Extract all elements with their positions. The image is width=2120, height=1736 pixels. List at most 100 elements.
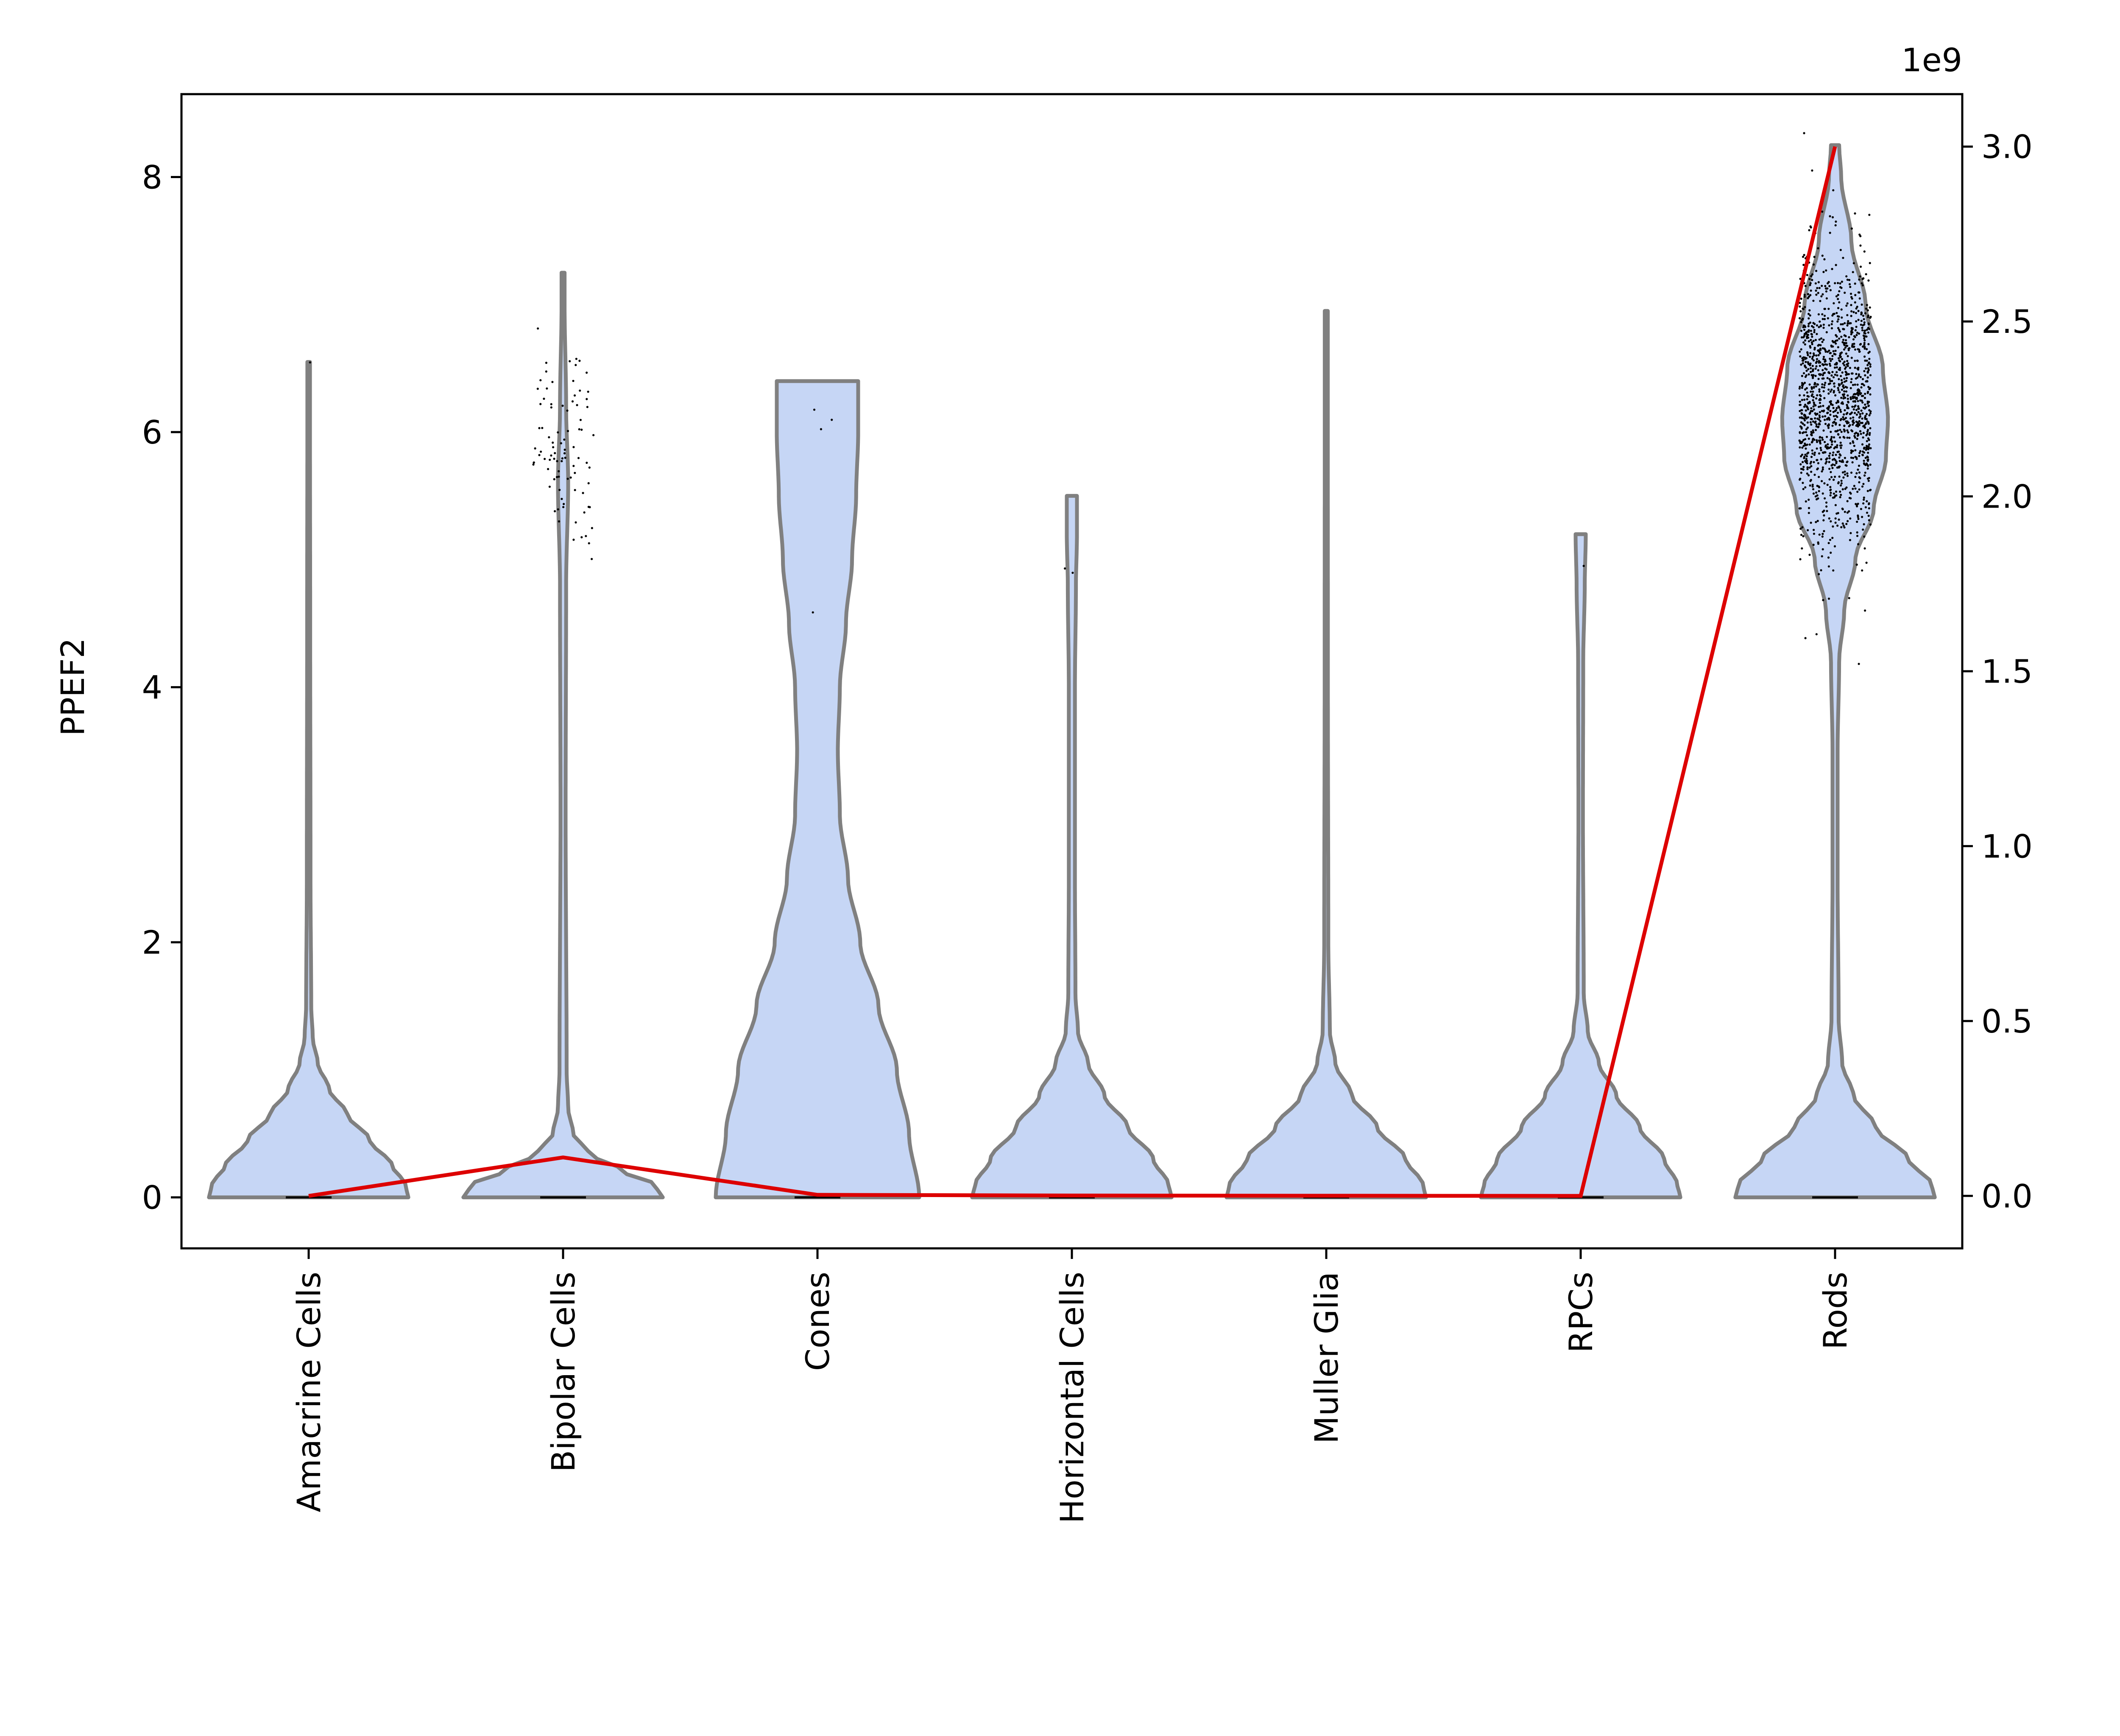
points-bipolar-cells [532, 327, 595, 560]
data-point [1843, 348, 1846, 351]
data-point [1817, 313, 1820, 315]
data-point [1837, 346, 1839, 349]
data-point [1803, 254, 1805, 256]
data-point [1818, 490, 1820, 492]
data-point [1838, 466, 1840, 468]
data-point [1806, 444, 1808, 446]
data-point [1847, 347, 1850, 350]
data-point [561, 498, 563, 500]
data-point [1858, 424, 1861, 426]
data-point [1819, 365, 1821, 367]
data-point [1829, 452, 1831, 455]
data-point [1827, 423, 1830, 426]
points-horizontal-cells [1064, 567, 1074, 574]
data-point [1836, 320, 1839, 323]
data-point [1814, 282, 1817, 285]
y-axis-title: PPEF2 [54, 638, 92, 736]
data-point [1850, 227, 1853, 230]
data-point [1816, 441, 1819, 443]
data-point [1840, 526, 1843, 528]
data-point [1824, 367, 1827, 370]
data-point [539, 403, 542, 405]
data-point [1811, 355, 1814, 358]
data-point [1803, 457, 1805, 459]
data-point [1808, 498, 1810, 501]
data-point [1812, 431, 1815, 434]
data-point [1805, 447, 1807, 450]
data-point [1808, 395, 1810, 398]
data-point [1813, 533, 1815, 535]
data-point [1861, 303, 1863, 306]
data-point [1835, 454, 1837, 456]
data-point [1810, 339, 1812, 341]
data-point [1853, 405, 1856, 408]
data-point [1817, 247, 1819, 250]
data-point [1810, 418, 1812, 420]
data-point [1858, 297, 1861, 300]
data-point [1857, 405, 1860, 407]
data-point [1841, 508, 1844, 510]
data-point [1846, 345, 1849, 347]
data-point [1814, 367, 1817, 370]
data-point [1829, 232, 1831, 234]
data-point [1854, 412, 1856, 414]
data-point [1810, 226, 1812, 229]
data-point [1841, 471, 1844, 474]
y2-tick-label: 2.0 [1981, 478, 2033, 516]
data-point [553, 458, 555, 460]
data-point [1805, 361, 1807, 363]
data-point [1868, 443, 1871, 446]
data-point [1798, 394, 1801, 396]
data-point [1822, 338, 1825, 341]
data-point [1869, 306, 1871, 309]
data-point [1823, 397, 1826, 399]
data-point [1860, 324, 1862, 326]
data-point [1850, 472, 1853, 474]
data-point [1799, 305, 1801, 308]
data-point [1809, 321, 1812, 324]
data-point [1850, 378, 1853, 380]
data-point [1854, 348, 1857, 351]
data-point [1822, 356, 1825, 358]
data-point [1847, 394, 1849, 397]
data-point [1830, 491, 1832, 494]
data-point [1846, 404, 1848, 406]
data-point [1822, 438, 1824, 441]
data-point [1848, 336, 1850, 338]
data-point [1844, 385, 1847, 388]
data-point [1854, 294, 1857, 296]
data-point [1833, 421, 1835, 423]
data-point [1849, 398, 1852, 400]
y-tick-label: 0 [142, 1179, 162, 1217]
data-point [1801, 413, 1803, 415]
data-point [1823, 386, 1825, 389]
data-point [1819, 344, 1822, 346]
data-point [1806, 468, 1809, 470]
data-point [1816, 383, 1819, 386]
data-point [1840, 461, 1843, 463]
data-point [1867, 327, 1869, 329]
data-point [1832, 410, 1835, 413]
data-point [1814, 429, 1817, 431]
data-point [1850, 331, 1852, 333]
data-point [1854, 436, 1856, 439]
data-point [1829, 410, 1832, 412]
data-point [1804, 486, 1807, 488]
data-point [1867, 422, 1870, 425]
data-point [1854, 282, 1856, 285]
data-point [550, 403, 552, 405]
data-point [1866, 511, 1869, 514]
data-point [1843, 430, 1846, 433]
y2-tick-label: 0.0 [1981, 1177, 2033, 1215]
data-point [1811, 440, 1814, 443]
data-point [1803, 382, 1806, 384]
data-point [1865, 335, 1868, 338]
data-point [543, 397, 545, 400]
data-point [1812, 326, 1815, 329]
data-point [1808, 323, 1810, 325]
data-point [545, 370, 547, 373]
data-point [1855, 312, 1857, 314]
data-point [1833, 385, 1836, 388]
data-point [1856, 520, 1858, 523]
data-point [1857, 388, 1860, 391]
